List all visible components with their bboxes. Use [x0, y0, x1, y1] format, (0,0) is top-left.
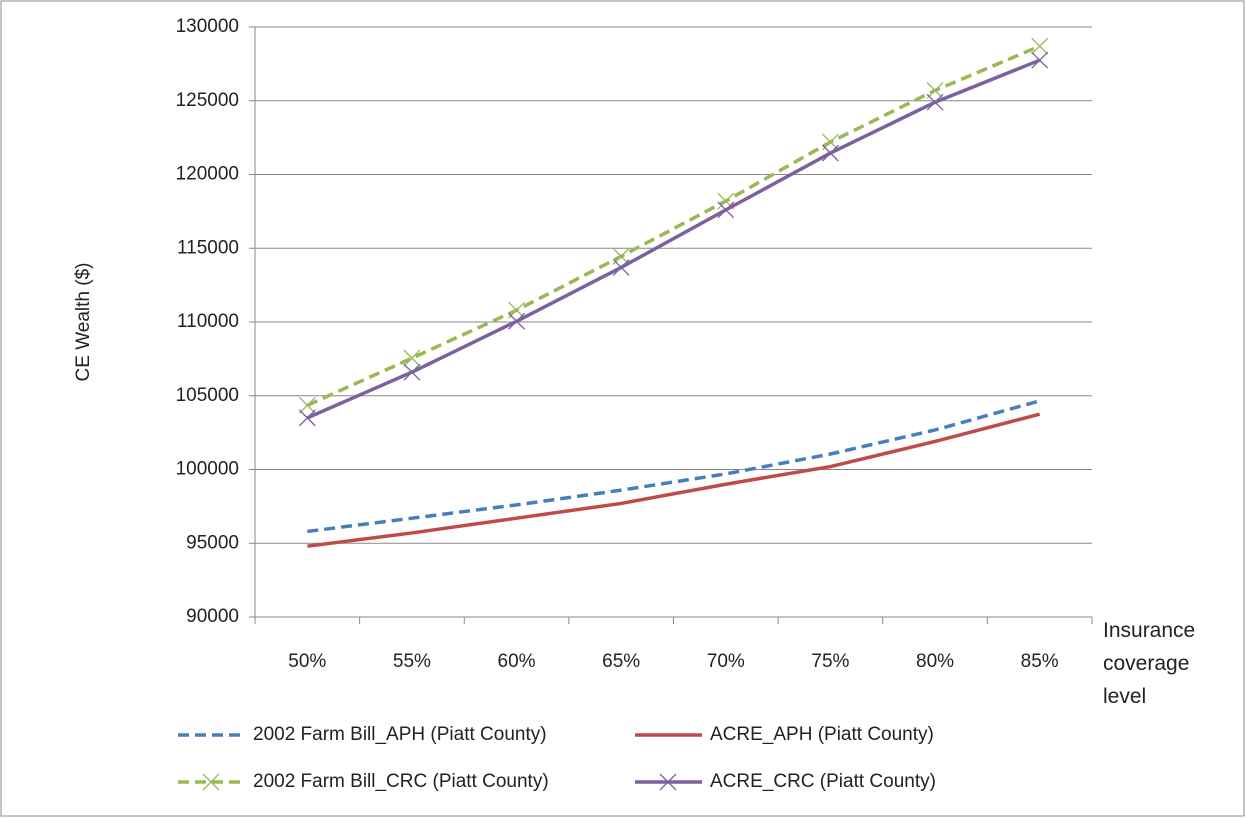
point-marker: [403, 349, 421, 367]
y-axis-title: CE Wealth ($): [73, 263, 94, 382]
x-tick-label: 75%: [811, 651, 849, 672]
point-marker: [1031, 37, 1049, 55]
legend-label: 2002 Farm Bill_CRC (Piatt County): [253, 771, 549, 792]
series-line: [306, 58, 1041, 420]
x-tick-label: 70%: [707, 651, 745, 672]
y-tick-label: 110000: [177, 311, 239, 332]
y-tick-label: 100000: [176, 459, 239, 480]
legend-label: 2002 Farm Bill_APH (Piatt County): [253, 724, 547, 745]
x-axis-title: Insurance coverage level: [1103, 619, 1196, 708]
point-marker: [403, 363, 421, 381]
y-tick-label: 130000: [176, 16, 239, 37]
series-line: [306, 44, 1041, 407]
point-marker: [926, 81, 944, 99]
y-tick-label: 105000: [176, 385, 239, 406]
point-marker: [298, 409, 316, 427]
y-tick-label: 115000: [177, 237, 239, 258]
x-tick-label: 60%: [498, 651, 536, 672]
x-tick-label: 65%: [602, 651, 640, 672]
y-tick-label: 95000: [186, 532, 239, 553]
legend-marker: [659, 773, 677, 791]
legend-marker: [202, 773, 220, 791]
y-tick-label: 125000: [176, 90, 239, 111]
y-tick-label: 120000: [176, 164, 239, 185]
point-marker: [821, 144, 839, 162]
x-tick-label: 50%: [288, 651, 326, 672]
point-marker: [926, 93, 944, 111]
legend-label: ACRE_APH (Piatt County): [710, 724, 934, 745]
point-marker: [612, 258, 630, 276]
y-tick-label: 90000: [186, 606, 239, 627]
point-marker: [1031, 51, 1049, 69]
series-line: [307, 399, 1041, 534]
series-line: [307, 412, 1041, 548]
legend-label: ACRE_CRC (Piatt County): [710, 771, 936, 792]
x-tick-label: 80%: [916, 651, 954, 672]
point-marker: [717, 201, 735, 219]
x-tick-label: 85%: [1021, 651, 1059, 672]
x-tick-label: 55%: [393, 651, 431, 672]
point-marker: [298, 396, 316, 414]
point-marker: [508, 312, 526, 330]
